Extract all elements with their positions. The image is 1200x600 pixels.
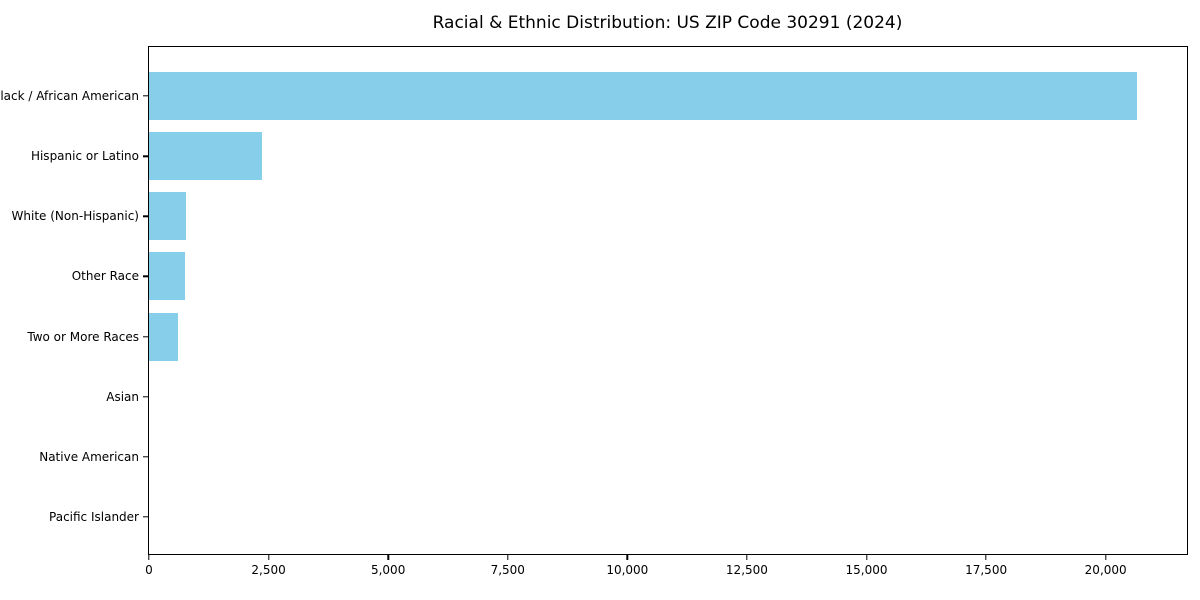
y-tick-label: White (Non-Hispanic) xyxy=(11,209,139,224)
y-tick-label: Asian xyxy=(106,389,139,404)
bar-row: Other Race xyxy=(72,246,1187,306)
x-tick-label: 7,500 xyxy=(490,563,525,577)
bar-row: Asian xyxy=(106,367,1187,427)
y-tick-mark xyxy=(143,395,148,398)
x-tick-label: 17,500 xyxy=(965,563,1008,577)
x-tick-mark xyxy=(267,555,270,560)
y-tick-mark xyxy=(143,516,148,518)
y-tick-mark xyxy=(143,155,148,157)
plot-area: Black / African American Hispanic or Lati… xyxy=(0,46,1188,577)
bar xyxy=(149,192,186,241)
y-tick-label: Pacific Islander xyxy=(49,509,139,524)
x-tick-label: 2,500 xyxy=(251,563,286,577)
x-tick-label: 20,000 xyxy=(1084,563,1127,577)
bar-row: White (Non-Hispanic) xyxy=(12,186,1187,246)
x-tick-label: 5,000 xyxy=(370,563,406,577)
y-tick-label: Two or More Races xyxy=(27,329,139,344)
bar-row: Black / African American xyxy=(0,66,1187,126)
y-tick-mark xyxy=(143,456,148,458)
x-tick-mark xyxy=(507,555,509,560)
x-tick-mark xyxy=(746,555,748,560)
x-tick-mark xyxy=(148,555,150,560)
bar-row: Pacific Islander xyxy=(49,487,1187,547)
y-tick-label: Native American xyxy=(39,449,139,464)
bar xyxy=(149,72,1137,121)
x-tick-mark xyxy=(387,555,389,560)
x-tick-label: 10,000 xyxy=(606,563,649,577)
x-tick-label: 12,500 xyxy=(725,563,768,577)
x-tick-label: 0 xyxy=(145,563,153,577)
y-tick-mark xyxy=(143,275,148,278)
y-tick-mark xyxy=(143,95,148,97)
bar xyxy=(149,312,178,361)
bar-row: Two or More Races xyxy=(27,307,1187,367)
bar-row: Native American xyxy=(39,427,1187,487)
y-tick-mark xyxy=(143,215,148,218)
chart-title: Racial & Ethnic Distribution: US ZIP Cod… xyxy=(432,13,903,33)
x-tick-mark xyxy=(985,555,987,560)
y-tick-label: Hispanic or Latino xyxy=(30,149,139,164)
bars-container: Black / African American Hispanic or Lati… xyxy=(0,47,1187,554)
y-tick-label: Other Race xyxy=(71,269,139,284)
y-tick-mark xyxy=(143,335,148,338)
x-tick-mark xyxy=(865,555,868,560)
bar xyxy=(149,252,185,301)
bar-row: Hispanic or Latino xyxy=(31,126,1187,186)
bar xyxy=(149,132,262,181)
x-tick-mark xyxy=(626,555,629,560)
y-tick-label: Black / African American xyxy=(0,89,139,104)
x-tick-mark xyxy=(1104,555,1107,560)
x-tick-label: 15,000 xyxy=(845,563,888,577)
